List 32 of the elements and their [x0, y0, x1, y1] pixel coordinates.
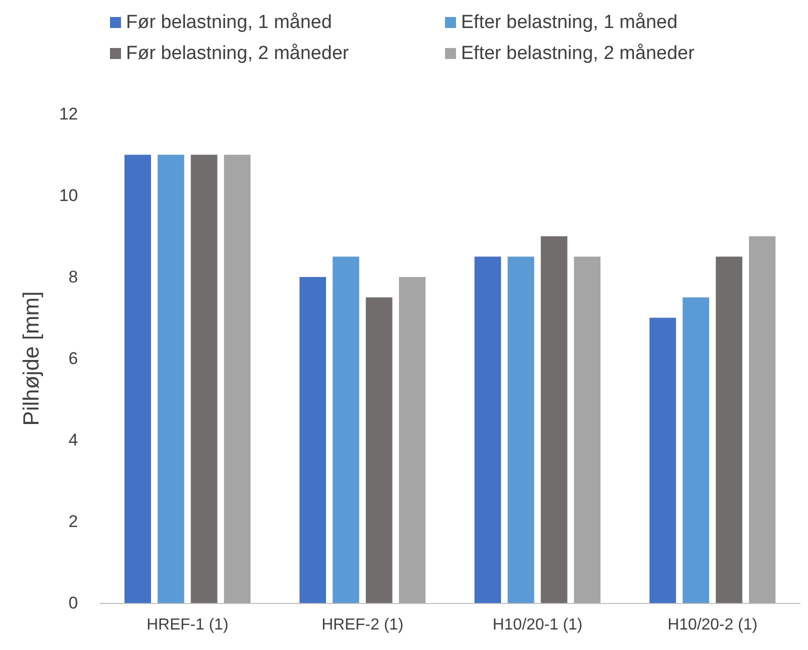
x-tick-label: H10/20-1 (1) [492, 616, 582, 634]
y-tick-label: 12 [59, 104, 78, 124]
bar [716, 256, 742, 603]
bar [650, 318, 676, 603]
x-tick-label: HREF-1 (1) [146, 616, 228, 634]
legend-label: Før belastning, 2 måneder [126, 43, 350, 64]
bar [574, 256, 600, 603]
y-axis-title: Pilhøjde [mm] [18, 291, 44, 426]
x-tick-label: H10/20-2 (1) [668, 616, 758, 634]
bar [124, 154, 152, 603]
legend-label: Efter belastning, 2 måneder [461, 43, 696, 64]
bar [508, 256, 534, 603]
y-tick-label: 2 [68, 512, 78, 531]
bar [682, 297, 710, 603]
bar [332, 256, 360, 603]
y-tick-label: 10 [59, 186, 78, 205]
bar [398, 277, 426, 603]
y-tick-label: 0 [68, 594, 78, 612]
bar [158, 154, 184, 603]
bar [474, 256, 502, 603]
bar [300, 277, 326, 603]
legend-label: Før belastning, 1 måned [126, 12, 332, 33]
legend-label: Efter belastning, 1 måned [461, 12, 678, 33]
y-tick-label: 8 [68, 268, 78, 286]
bar [190, 154, 218, 603]
bar [748, 236, 776, 603]
bar [540, 236, 568, 603]
y-tick-label: 4 [68, 430, 78, 450]
y-tick-label: 6 [68, 349, 78, 368]
x-tick-label: HREF-2 (1) [322, 616, 404, 634]
bar [366, 297, 392, 603]
bar [224, 154, 250, 603]
